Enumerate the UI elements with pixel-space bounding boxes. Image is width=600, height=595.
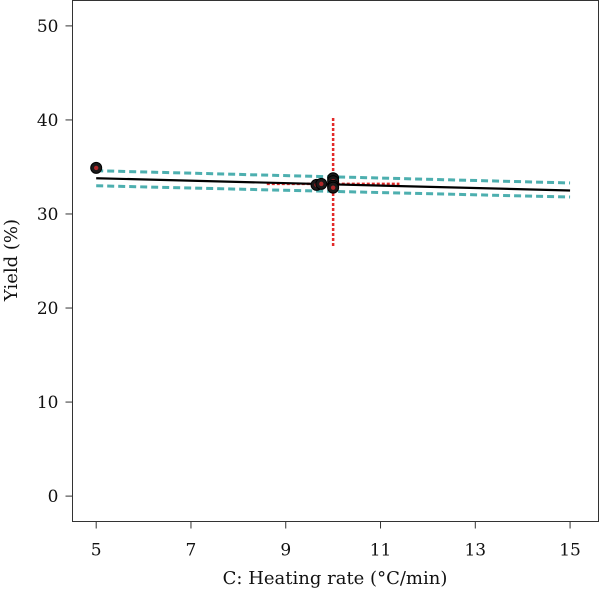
y-tick-label: 0 [48, 487, 59, 507]
y-tick-label: 30 [37, 205, 59, 225]
x-tick-label: 11 [370, 541, 392, 561]
y-axis-label: Yield (%) [1, 219, 22, 302]
x-tick-label: 15 [559, 541, 581, 561]
x-tick-label: 5 [91, 541, 102, 561]
y-tick-label: 40 [37, 111, 59, 131]
y-tick-label: 50 [37, 17, 59, 37]
design-point-center [93, 165, 99, 171]
plot-frame [72, 0, 599, 522]
x-axis: 5 7 9 11 13 15 [91, 521, 581, 561]
y-tick-label: 20 [37, 299, 59, 319]
x-tick-label: 13 [464, 541, 486, 561]
y-tick-label: 10 [37, 393, 59, 413]
y-axis: 0 10 20 30 40 50 [37, 17, 73, 507]
x-axis-label: C: Heating rate (°C/min) [223, 568, 448, 589]
design-point-center [330, 185, 336, 190]
design-point-center [319, 181, 324, 187]
series-layer [90, 118, 571, 246]
x-tick-label: 7 [186, 541, 197, 561]
x-tick-label: 9 [280, 541, 291, 561]
